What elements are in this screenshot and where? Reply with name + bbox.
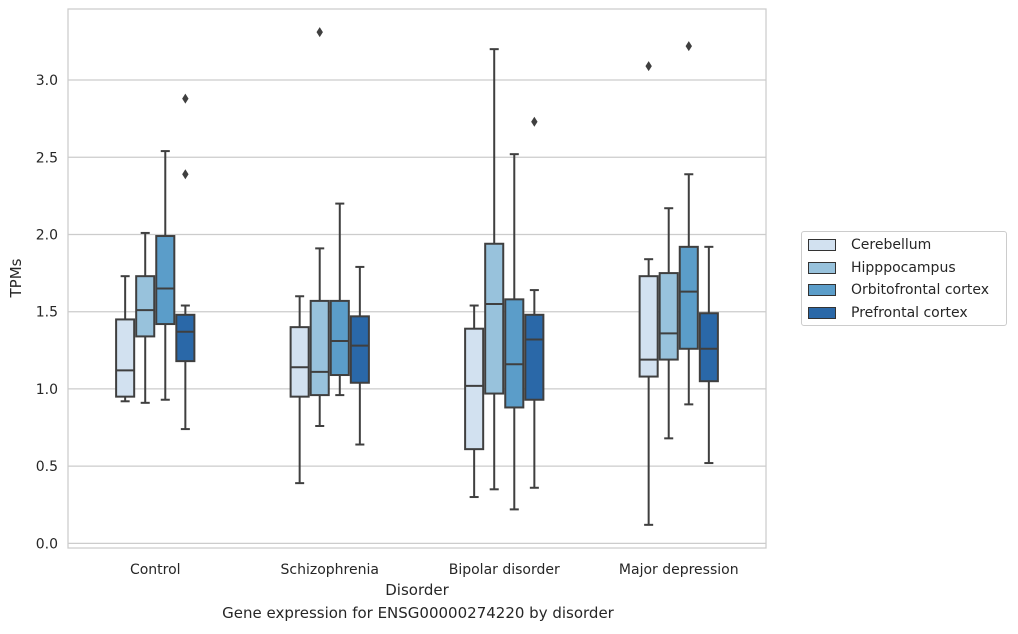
- box-body: [504, 298, 525, 409]
- box-body: [155, 235, 176, 326]
- plot-marks: [115, 27, 719, 526]
- box-hipppocampus-major-depression: [658, 207, 679, 440]
- box-body: [115, 318, 136, 398]
- y-tick-label: 0.0: [36, 536, 58, 552]
- outlier-point: [531, 116, 538, 127]
- box-prefrontal-cortex-schizophrenia: [349, 265, 370, 446]
- box-orbitofrontal-cortex-major-depression: [678, 41, 699, 406]
- outlier-point: [685, 41, 692, 52]
- y-tick-label: 3.0: [36, 73, 58, 89]
- box-body: [638, 275, 659, 378]
- legend-swatch-hippocampus: [808, 262, 836, 274]
- box-body: [484, 242, 505, 395]
- x-tick-label-major-depression: Major depression: [619, 562, 739, 578]
- box-body: [349, 315, 370, 384]
- box-orbitofrontal-cortex-control: [155, 150, 176, 401]
- box-cerebellum-control: [115, 275, 136, 403]
- box-hipppocampus-control: [135, 231, 156, 404]
- outlier-point: [182, 93, 189, 104]
- y-tick-label: 2.5: [36, 150, 58, 166]
- box-body: [464, 327, 485, 451]
- legend: Cerebellum Hipppocampus Orbitofrontal co…: [801, 231, 1007, 326]
- x-axis-title: Disorder: [385, 581, 449, 599]
- box-hipppocampus-schizophrenia: [309, 27, 330, 427]
- legend-label-orbitofrontal-cortex: Orbitofrontal cortex: [851, 282, 989, 298]
- y-tick-label: 0.5: [36, 459, 58, 475]
- box-body: [289, 326, 310, 398]
- y-tick-labels: 0.0 0.5 1.0 1.5 2.0 2.5 3.0: [36, 73, 58, 552]
- box-orbitofrontal-cortex-schizophrenia: [329, 202, 350, 397]
- box-body: [135, 275, 156, 338]
- legend-label-prefrontal-cortex: Prefrontal cortex: [851, 305, 968, 321]
- box-body: [309, 299, 330, 397]
- legend-item-orbitofrontal-cortex: Orbitofrontal cortex: [808, 280, 989, 300]
- y-tick-label: 1.0: [36, 382, 58, 398]
- box-body: [698, 312, 719, 383]
- y-axis-title: TPMs: [7, 258, 25, 298]
- box-body: [329, 299, 350, 377]
- legend-label-cerebellum: Cerebellum: [851, 237, 932, 253]
- box-body: [678, 245, 699, 350]
- x-tick-labels: Control Schizophrenia Bipolar disorder Majo…: [130, 562, 739, 578]
- plot-frame: [67, 8, 767, 549]
- legend-swatch-cerebellum: [808, 239, 836, 251]
- chart-caption: Gene expression for ENSG00000274220 by d…: [222, 604, 614, 622]
- box-body: [658, 272, 679, 361]
- box-prefrontal-cortex-major-depression: [698, 245, 719, 465]
- box-cerebellum-bipolar-disorder: [464, 304, 485, 499]
- outlier-point: [645, 61, 652, 72]
- outlier-point: [182, 169, 189, 180]
- x-tick-label-schizophrenia: Schizophrenia: [281, 562, 379, 578]
- box-body: [524, 313, 545, 401]
- box-body: [175, 313, 196, 363]
- box-orbitofrontal-cortex-bipolar-disorder: [504, 153, 525, 511]
- legend-label-hippocampus: Hipppocampus: [851, 260, 956, 276]
- legend-item-cerebellum: Cerebellum: [808, 235, 931, 255]
- box-cerebellum-major-depression: [638, 61, 659, 526]
- box-prefrontal-cortex-control: [175, 93, 196, 431]
- legend-item-hippocampus: Hipppocampus: [808, 258, 956, 278]
- box-prefrontal-cortex-bipolar-disorder: [524, 116, 545, 489]
- legend-item-prefrontal-cortex: Prefrontal cortex: [808, 303, 968, 323]
- gridlines: [68, 79, 766, 544]
- x-tick-label-control: Control: [130, 562, 181, 578]
- y-tick-label: 1.5: [36, 305, 58, 321]
- legend-swatch-prefrontal-cortex: [808, 307, 836, 319]
- box-hipppocampus-bipolar-disorder: [484, 48, 505, 491]
- box-cerebellum-schizophrenia: [289, 295, 310, 485]
- outlier-point: [316, 27, 323, 38]
- y-tick-label: 2.0: [36, 227, 58, 243]
- legend-swatch-orbitofrontal-cortex: [808, 284, 836, 296]
- x-tick-label-bipolar-disorder: Bipolar disorder: [449, 562, 560, 578]
